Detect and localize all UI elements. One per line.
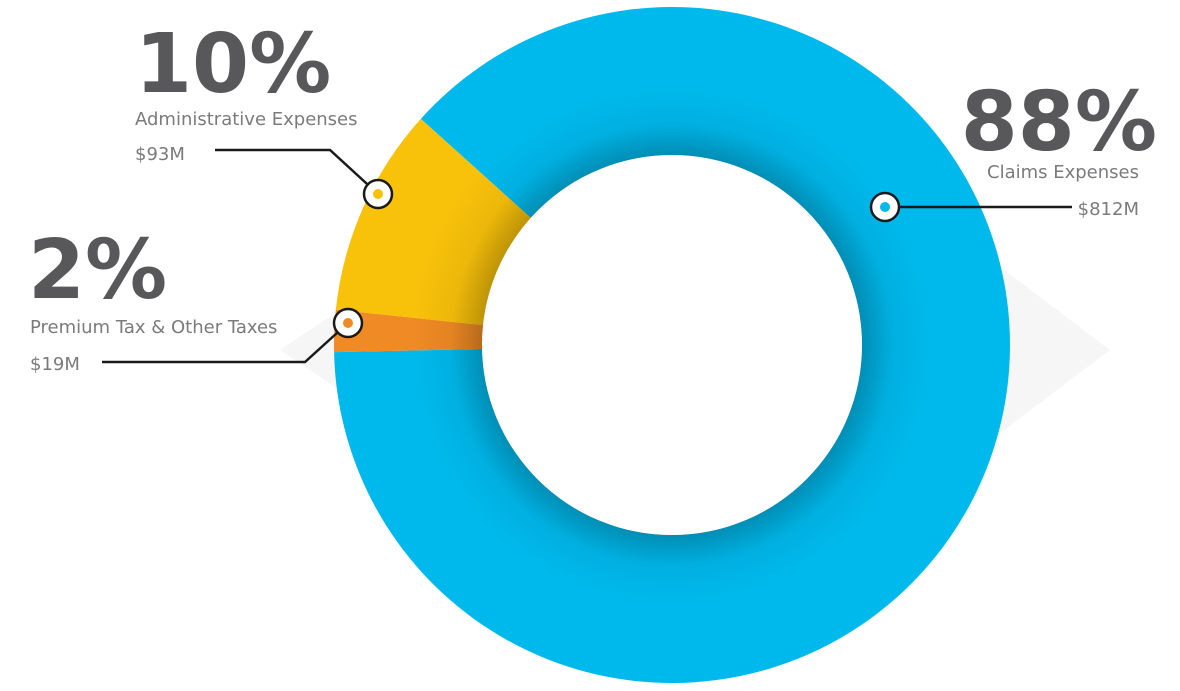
claims-amount-label: $812M: [1078, 199, 1139, 220]
tax-percent-label: 2%: [28, 223, 167, 318]
leader-line-tax: [102, 322, 349, 364]
donut-hole: [482, 155, 862, 535]
leader-line-admin: [215, 148, 379, 195]
tax-amount-label: $19M: [30, 354, 80, 375]
marker-claims: [869, 191, 901, 223]
marker-tax: [332, 307, 364, 339]
admin-category-label: Administrative Expenses: [135, 109, 358, 130]
admin-amount-label: $93M: [135, 144, 185, 165]
claims-category-label: Claims Expenses: [987, 162, 1139, 183]
tax-category-label: Premium Tax & Other Taxes: [30, 317, 277, 338]
admin-percent-label: 10%: [135, 17, 331, 112]
marker-admin: [362, 178, 394, 210]
claims-percent-label: 88%: [961, 75, 1157, 170]
